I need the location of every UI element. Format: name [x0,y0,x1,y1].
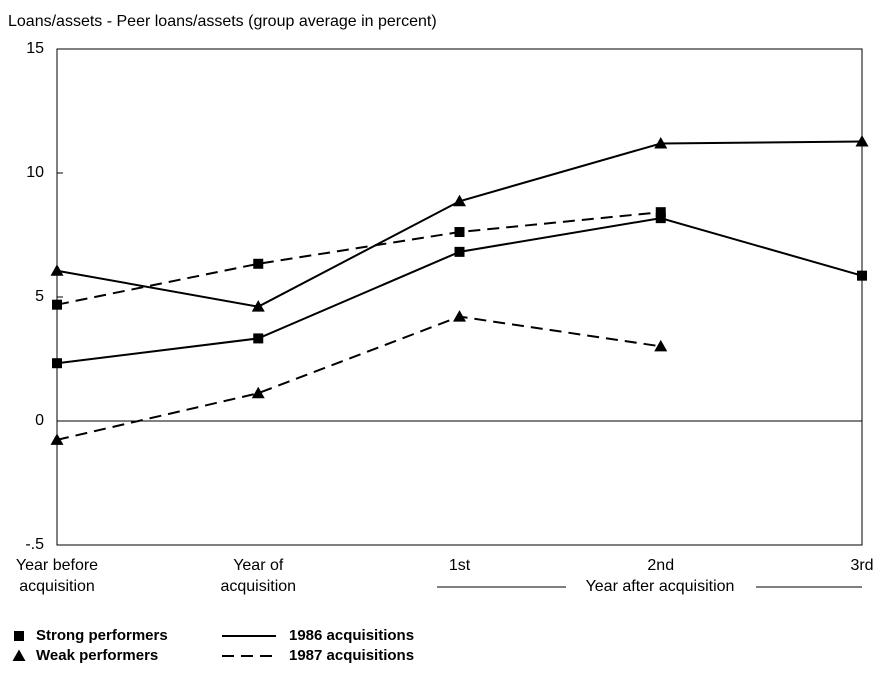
marker-triangle [453,310,466,322]
marker-triangle [654,136,668,149]
marker-triangle [50,433,64,445]
marker-square [52,358,62,369]
plot-frame [56,48,863,546]
marker-square [655,207,666,218]
x-tick-label: 2nd [647,557,674,574]
x-tick-label: 1st [449,557,471,574]
marker-square [655,213,666,224]
legend-label: Weak performers [36,647,158,664]
legend-label: Strong performers [36,627,168,644]
series-line [56,211,661,306]
annotation: Year after acquisition [586,578,735,595]
marker-triangle [855,135,869,147]
series-line [56,140,863,308]
marker-square [52,299,62,310]
legend-marker [12,649,26,661]
marker-square [253,258,264,269]
marker-triangle [251,386,265,399]
y-tick-label: -.5 [25,536,44,553]
marker-triangle [453,194,466,207]
x-tick-label: 3rd [850,557,873,574]
marker-square [454,227,465,238]
y-tick-label: 5 [35,288,44,305]
legend-marker [14,631,24,641]
chart-title: Loans/assets - Peer loans/assets (group … [8,13,437,30]
marker-triangle [251,300,265,312]
y-tick-label: 10 [26,164,44,181]
x-tick-label: Year before acquisition [16,557,98,595]
legend-label: 1986 acquisitions [289,627,414,644]
y-tick-label: 0 [35,412,44,429]
marker-square [454,246,465,257]
marker-square [253,333,264,344]
marker-square [857,270,867,281]
legend-label: 1987 acquisitions [289,647,414,664]
marker-triangle [654,339,668,352]
series-line [56,315,661,441]
x-tick-label: Year of acquisition [220,557,296,595]
series-line [56,217,863,365]
y-tick-label: 15 [26,40,44,57]
marker-triangle [50,264,64,276]
